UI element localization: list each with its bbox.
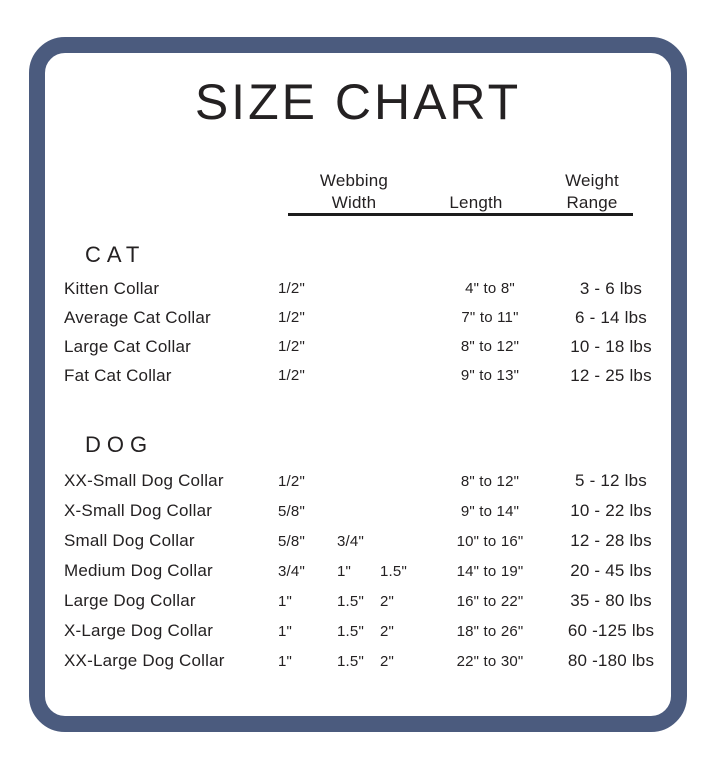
weight-range-value: 12 - 28 lbs — [570, 531, 652, 550]
column-header-webbing-line2: Width — [331, 193, 377, 212]
length-value: 16" to 22" — [456, 592, 524, 610]
item-name: XX-Small Dog Collar — [64, 471, 224, 490]
weight-range-value: 60 -125 lbs — [567, 621, 655, 640]
webbing-width-value-2: 1.5" — [337, 622, 364, 640]
webbing-width-value-1: 5/8" — [278, 502, 305, 520]
length-value: 14" to 19" — [456, 562, 524, 580]
webbing-width-value-1: 1/2" — [278, 280, 305, 297]
item-name: Large Dog Collar — [64, 591, 196, 610]
length-value: 9" to 14" — [460, 502, 520, 520]
cat-table: Kitten Collar 1/2" 4" to 8" 3 - 6 lbs Av… — [64, 274, 672, 390]
length-value: 7" to 11" — [461, 309, 519, 326]
length-value: 8" to 12" — [460, 338, 520, 355]
section-heading-dog: DOG — [85, 432, 154, 457]
webbing-width-value-2: 1.5" — [337, 652, 364, 670]
dog-table: XX-Small Dog Collar 1/2" 8" to 12" 5 - 1… — [64, 466, 672, 676]
weight-range-value: 10 - 22 lbs — [570, 501, 652, 520]
length-value: 10" to 16" — [456, 532, 524, 550]
table-row: Large Cat Collar 1/2" 8" to 12" 10 - 18 … — [64, 332, 672, 361]
table-row: X-Large Dog Collar 1" 1.5" 2" 18" to 26"… — [64, 616, 672, 646]
item-name: Large Cat Collar — [64, 336, 191, 356]
webbing-width-value-3: 1.5" — [380, 562, 407, 580]
item-name: Fat Cat Collar — [64, 365, 172, 385]
item-name: Kitten Collar — [64, 278, 160, 298]
item-name: X-Small Dog Collar — [64, 501, 213, 520]
table-row: Average Cat Collar 1/2" 7" to 11" 6 - 14… — [64, 303, 672, 332]
length-value: 4" to 8" — [465, 280, 515, 297]
webbing-width-value-1: 1/2" — [278, 309, 305, 326]
item-name: Medium Dog Collar — [64, 561, 213, 580]
weight-range-value: 5 - 12 lbs — [575, 471, 647, 490]
table-row: XX-Large Dog Collar 1" 1.5" 2" 22" to 30… — [64, 646, 672, 676]
column-header-webbing-line1: Webbing — [319, 171, 389, 190]
webbing-width-value-1: 3/4" — [278, 562, 305, 580]
weight-range-value: 20 - 45 lbs — [570, 561, 652, 580]
column-header-length: Length — [449, 193, 503, 212]
webbing-width-value-2: 3/4" — [337, 532, 364, 550]
size-chart-card: SIZE CHART Webbing Width Length Weight R… — [29, 37, 687, 732]
item-name: XX-Large Dog Collar — [64, 651, 225, 670]
webbing-width-value-2: 1.5" — [337, 592, 364, 610]
webbing-width-value-3: 2" — [380, 592, 395, 610]
header-underline — [288, 213, 633, 216]
webbing-width-value-1: 1/2" — [278, 338, 305, 355]
table-row: XX-Small Dog Collar 1/2" 8" to 12" 5 - 1… — [64, 466, 672, 496]
webbing-width-value-2: 1" — [337, 562, 352, 580]
length-value: 9" to 13" — [460, 367, 520, 384]
webbing-width-value-1: 1/2" — [278, 367, 305, 384]
column-header-webbing-width: Webbing Width — [278, 170, 430, 214]
table-row: Kitten Collar 1/2" 4" to 8" 3 - 6 lbs — [64, 274, 672, 303]
table-row: X-Small Dog Collar 5/8" 9" to 14" 10 - 2… — [64, 496, 672, 526]
webbing-width-value-1: 1" — [278, 622, 293, 640]
section-heading-cat: CAT — [85, 242, 146, 267]
weight-range-value: 10 - 18 lbs — [570, 336, 652, 356]
item-name: Small Dog Collar — [64, 531, 195, 550]
table-row: Large Dog Collar 1" 1.5" 2" 16" to 22" 3… — [64, 586, 672, 616]
webbing-width-value-3: 2" — [380, 622, 395, 640]
webbing-width-value-1: 1/2" — [278, 472, 305, 490]
weight-range-value: 3 - 6 lbs — [579, 278, 643, 298]
table-row: Small Dog Collar 5/8" 3/4" 10" to 16" 12… — [64, 526, 672, 556]
length-value: 22" to 30" — [456, 652, 524, 670]
webbing-width-value-3: 2" — [380, 652, 395, 670]
length-value: 8" to 12" — [460, 472, 520, 490]
weight-range-value: 6 - 14 lbs — [575, 307, 647, 327]
column-header-weight-line2: Range — [566, 193, 618, 212]
item-name: Average Cat Collar — [64, 307, 211, 327]
webbing-width-value-1: 1" — [278, 652, 293, 670]
weight-range-value: 35 - 80 lbs — [570, 591, 652, 610]
webbing-width-value-1: 5/8" — [278, 532, 305, 550]
item-name: X-Large Dog Collar — [64, 621, 214, 640]
table-row: Medium Dog Collar 3/4" 1" 1.5" 14" to 19… — [64, 556, 672, 586]
column-header-weight-line1: Weight — [565, 171, 619, 190]
table-row: Fat Cat Collar 1/2" 9" to 13" 12 - 25 lb… — [64, 361, 672, 390]
webbing-width-value-1: 1" — [278, 592, 293, 610]
weight-range-value: 80 -180 lbs — [567, 651, 655, 670]
chart-title: SIZE CHART — [194, 74, 522, 130]
column-header-weight-range: Weight Range — [531, 170, 653, 214]
length-value: 18" to 26" — [456, 622, 524, 640]
weight-range-value: 12 - 25 lbs — [570, 365, 652, 385]
